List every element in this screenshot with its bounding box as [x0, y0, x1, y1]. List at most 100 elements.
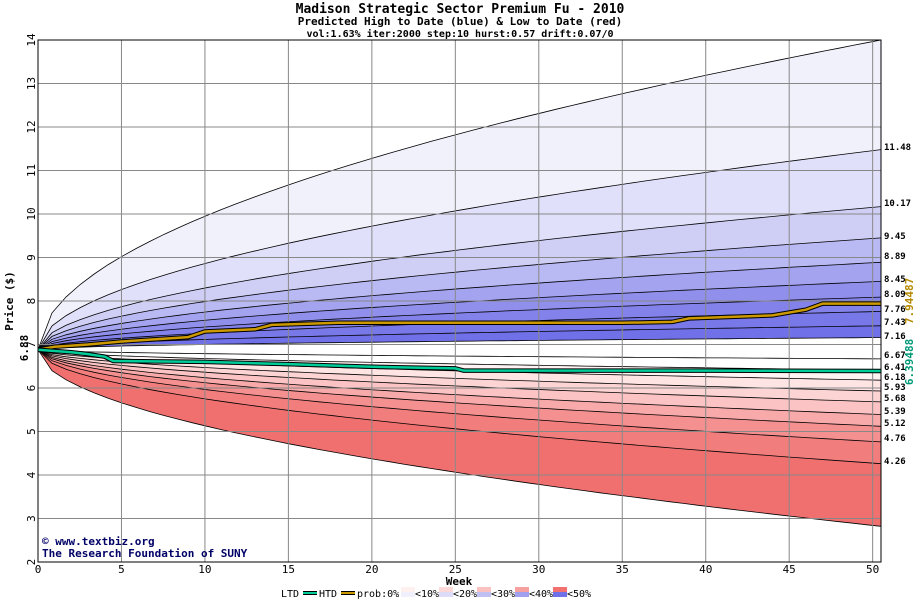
x-tick-label: 45	[783, 563, 796, 576]
y-tick-label: 8	[25, 298, 38, 305]
center-band-fill	[38, 337, 881, 359]
chart-subtitle: Predicted High to Date (blue) & Low to D…	[298, 15, 623, 28]
legend-swatch-red	[401, 587, 415, 592]
legend-level-label: <10%	[415, 589, 439, 600]
x-tick-label: 40	[699, 563, 712, 576]
x-tick-label: 30	[532, 563, 545, 576]
legend-swatch-red	[515, 587, 529, 592]
x-tick-label: 20	[365, 563, 378, 576]
x-tick-label: 15	[282, 563, 295, 576]
x-tick-label: 10	[198, 563, 211, 576]
band-boundary-line	[38, 349, 881, 392]
band-boundary-line	[38, 281, 881, 351]
probability-bands	[38, 40, 881, 527]
band-boundary-line	[38, 349, 881, 443]
y-tick-label: 13	[25, 77, 38, 90]
x-axis-label: Week	[446, 575, 473, 588]
x-tick-label: 0	[35, 563, 42, 576]
legend-swatch-blue	[515, 592, 529, 597]
chart-params: vol:1.63% iter:2000 step:10 hurst:0.57 d…	[306, 28, 613, 40]
band-end-label: 6.18	[884, 373, 906, 383]
band-boundary-line	[38, 349, 881, 465]
legend-level-label: <30%	[491, 589, 515, 600]
band-boundary-line	[38, 261, 881, 351]
legend-level-label: <40%	[529, 589, 553, 600]
y-tick-label: 9	[25, 254, 38, 261]
y-tick-label: 5	[25, 428, 38, 435]
band-fills	[38, 40, 881, 527]
y-tick-label: 11	[25, 164, 38, 177]
upper-band-fill	[38, 40, 881, 350]
lower-band-fill	[38, 349, 881, 464]
y-tick-label: 4	[25, 471, 38, 478]
copyright-symbol: ©	[42, 535, 55, 548]
band-boundary-line	[38, 149, 881, 350]
credit-url: www.textbiz.org	[55, 535, 154, 548]
x-tick-label: 5	[118, 563, 125, 576]
band-boundary-line	[38, 237, 881, 350]
legend-ltd-label: LTD	[281, 589, 299, 600]
band-end-label: 11.48	[884, 143, 911, 153]
band-end-label: 5.12	[884, 419, 906, 429]
legend: LTD HTD prob:0% <10% <20% <30% <40% <50%	[281, 587, 591, 600]
upper-band-fill	[38, 262, 881, 350]
lower-band-fill	[38, 349, 881, 402]
legend-prob-label: prob:0%	[357, 589, 399, 600]
band-boundary-line	[38, 349, 881, 427]
credit-line-1: © www.textbiz.org	[42, 535, 155, 548]
y-tick-label: 10	[25, 207, 38, 220]
upper-band-fill	[38, 206, 881, 350]
htd-line-stroke	[37, 302, 881, 351]
plot-frame	[37, 39, 882, 563]
band-boundary-line	[38, 296, 881, 351]
x-tick-label: 25	[449, 563, 462, 576]
y-tick-label: 2	[25, 559, 38, 566]
y-axis-label: Price ($)	[3, 271, 16, 331]
band-boundary-line	[38, 349, 881, 371]
band-end-label: 8.09	[884, 290, 906, 300]
band-boundary-line	[38, 206, 881, 350]
band-end-labels: 11.48 10.17 9.45 8.89 8.45 8.09 7.76 7.43 7.16 6.…	[884, 143, 911, 467]
y-tick-label: 7	[25, 341, 38, 348]
band-end-label: 7.16	[884, 332, 906, 342]
lower-band-fill	[38, 349, 881, 415]
band-end-label: 7.43	[884, 318, 906, 328]
band-end-label: 7.76	[884, 305, 906, 315]
lower-band-fill	[38, 349, 881, 442]
x-tick-label: 35	[616, 563, 629, 576]
y-tick-label: 3	[25, 515, 38, 522]
band-boundary-line	[38, 40, 881, 350]
y-tick-label: 12	[25, 120, 38, 133]
ltd-line-stroke	[37, 348, 882, 373]
band-end-label: 10.17	[884, 199, 911, 209]
lower-band-fill	[38, 349, 881, 391]
lower-band-fill	[38, 349, 881, 527]
band-boundary-line	[38, 325, 881, 351]
legend-swatch-blue	[439, 592, 453, 597]
legend-swatch-blue	[477, 592, 491, 597]
legend-swatch-blue	[553, 592, 567, 597]
credit-line-2: The Research Foundation of SUNY	[42, 547, 248, 560]
band-end-label: 5.93	[884, 383, 906, 393]
ltd-line	[37, 347, 882, 374]
upper-band-fill	[38, 297, 881, 350]
legend-htd-label: HTD	[319, 589, 337, 600]
band-end-label: 5.39	[884, 407, 906, 417]
legend-level-label: <50%	[567, 589, 591, 600]
band-end-label: 4.26	[884, 457, 906, 467]
band-end-label: 6.67	[884, 351, 906, 361]
upper-band-fill	[38, 281, 881, 350]
start-price-label: 6.88	[18, 335, 31, 362]
y-tick-label: 14	[25, 33, 38, 47]
y-tick-label: 6	[25, 385, 38, 392]
band-end-label: 4.76	[884, 434, 906, 444]
ltd-end-label: 6.39488	[903, 339, 916, 385]
band-end-label: 9.45	[884, 232, 906, 242]
legend-swatch-blue	[401, 592, 415, 597]
grid-lines	[38, 40, 881, 562]
legend-level-label: <20%	[453, 589, 477, 600]
htd-line	[37, 301, 881, 352]
htd-end-label: 7.94487	[903, 278, 916, 324]
band-end-label: 8.89	[884, 252, 906, 262]
